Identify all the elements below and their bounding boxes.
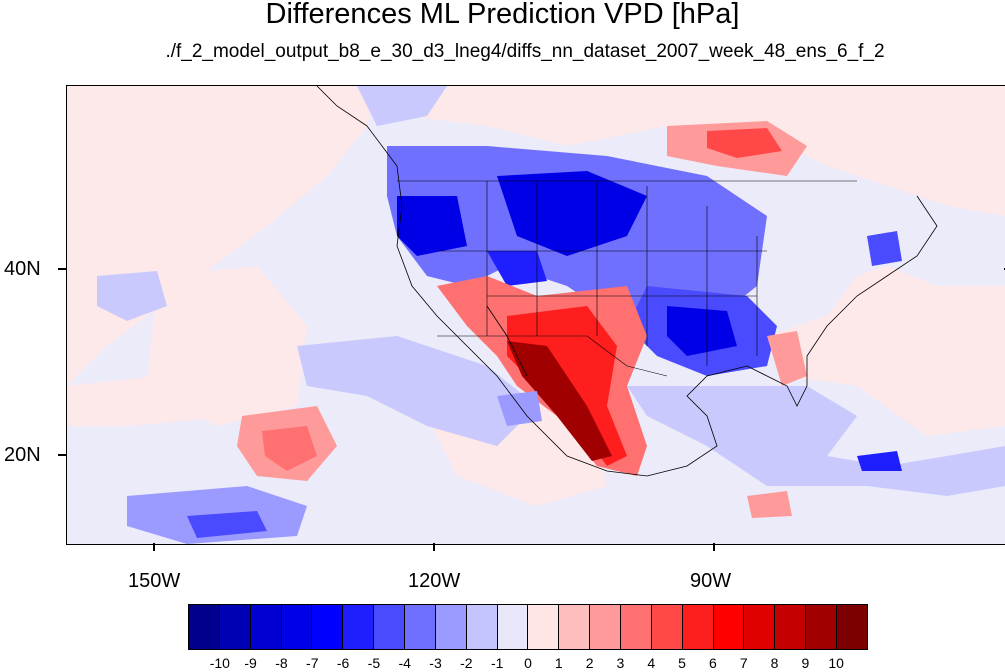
- lat-label-40n: 40N: [4, 258, 41, 280]
- colorbar-label: -4: [398, 655, 411, 671]
- colorbar-label: 2: [585, 655, 594, 671]
- negative-core-south-pacific: [187, 511, 267, 538]
- colorbar-label: 0: [524, 655, 532, 671]
- colorbar-cell: [775, 605, 807, 649]
- colorbar-label: -1: [490, 655, 504, 671]
- colorbar-cell: [189, 605, 220, 649]
- colorbar-cell: [651, 605, 683, 649]
- colorbar-cell: [528, 605, 560, 649]
- colorbar: [188, 604, 868, 650]
- colorbar-cell: [405, 605, 436, 649]
- colorbar-label: 3: [616, 655, 625, 671]
- colorbar-label: 7: [739, 655, 748, 671]
- negative-core-south-central-us: [667, 306, 737, 356]
- colorbar-label: 9: [801, 655, 810, 671]
- positive-blob-central-america: [747, 491, 792, 518]
- lon-label-120w: 120W: [408, 570, 461, 592]
- colorbar-label: 4: [647, 655, 656, 671]
- map-subtitle: ./f_2_model_output_b8_e_30_d3_lneg4/diff…: [165, 41, 885, 62]
- positive-region-south-pacific: [67, 366, 247, 426]
- colorbar-cell: [806, 605, 838, 649]
- colorbar-label: 1: [554, 655, 563, 671]
- map-panel: [67, 86, 1005, 544]
- negative-core-northern-plains: [497, 171, 647, 256]
- negative-region-gulf: [627, 386, 857, 456]
- positive-blob-florida: [767, 331, 807, 386]
- negative-blob-northeast: [867, 231, 902, 266]
- colorbar-label: 10: [828, 655, 844, 671]
- colorbar-cell: [312, 605, 344, 649]
- colorbar-label: 8: [770, 655, 779, 671]
- lon-tick-90w: [713, 543, 715, 551]
- colorbar-cell: [466, 605, 498, 649]
- lon-label-150w: 150W: [128, 570, 181, 592]
- colorbar-cell: [497, 605, 529, 649]
- negative-blob-caribbean: [857, 451, 902, 471]
- lat-tick-20n-left: [58, 454, 66, 456]
- colorbar-cell: [590, 605, 622, 649]
- lon-tick-150w: [153, 543, 155, 551]
- vpd-difference-field: [67, 86, 1005, 544]
- negative-region-pacific-west: [97, 271, 167, 321]
- map-title: Differences ML Prediction VPD [hPa]: [265, 0, 740, 30]
- colorbar-cell: [281, 605, 313, 649]
- negative-region-caribbean: [707, 436, 1005, 496]
- negative-region-alaska: [357, 86, 447, 126]
- positive-region-atlantic: [767, 266, 1005, 436]
- colorbar-cell: [559, 605, 591, 649]
- colorbar-cell: [682, 605, 714, 649]
- colorbar-cell: [250, 605, 282, 649]
- colorbar-label: -10: [209, 655, 230, 671]
- colorbar-label: -3: [429, 655, 442, 671]
- colorbar-cell: [435, 605, 467, 649]
- colorbar-label: -2: [460, 655, 473, 671]
- colorbar-label: 6: [709, 655, 717, 671]
- lat-label-20n: 20N: [4, 444, 41, 466]
- lon-tick-120w: [433, 543, 435, 551]
- colorbar-cell: [713, 605, 745, 649]
- negative-blob-mexico-coast: [497, 391, 542, 426]
- positive-core-baja: [507, 341, 612, 461]
- negative-core-pacific-northwest: [397, 196, 467, 256]
- colorbar-cell: [219, 605, 251, 649]
- lat-tick-40n-left: [58, 268, 66, 270]
- negative-region-eastern-pacific: [297, 336, 537, 446]
- colorbar-label: -7: [306, 655, 319, 671]
- colorbar-cell: [837, 605, 867, 649]
- positive-core-pacific: [262, 426, 317, 471]
- colorbar-cell: [343, 605, 375, 649]
- colorbar-label: -5: [367, 655, 381, 671]
- colorbar-label: -9: [244, 655, 257, 671]
- negative-core-great-basin: [487, 251, 547, 286]
- colorbar-cell: [621, 605, 652, 649]
- colorbar-label: 5: [678, 655, 686, 671]
- positive-region-canada: [267, 86, 1005, 216]
- colorbar-cell: [374, 605, 406, 649]
- positive-core-canada: [707, 128, 782, 158]
- colorbar-cell: [744, 605, 776, 649]
- lon-label-90w: 90W: [690, 570, 732, 592]
- colorbar-label: -6: [336, 655, 350, 671]
- colorbar-label: -8: [275, 655, 288, 671]
- political-borders: [397, 180, 857, 377]
